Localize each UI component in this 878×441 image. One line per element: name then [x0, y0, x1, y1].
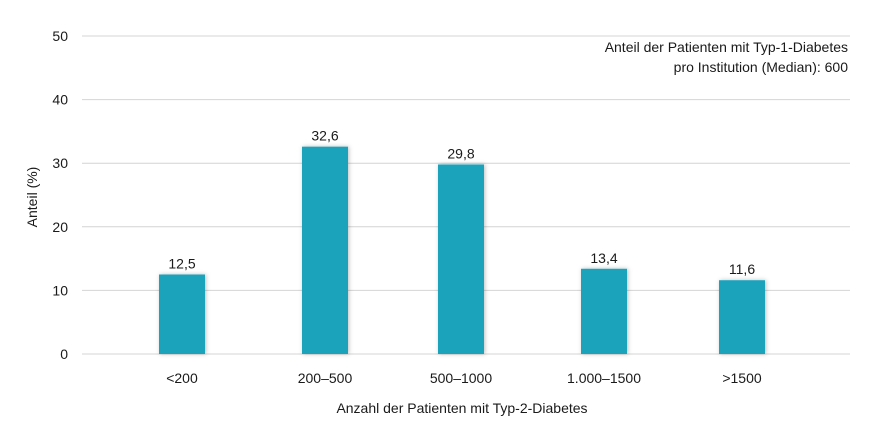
bar — [159, 274, 205, 354]
bar — [302, 146, 348, 354]
y-tick-label: 50 — [52, 28, 68, 44]
x-tick-label: >1500 — [722, 370, 762, 386]
x-tick-label: 1.000–1500 — [567, 370, 641, 386]
x-axis-ticks: <200 200–500 500–1000 1.000–1500 >1500 — [166, 370, 762, 386]
annotation-line-2: pro Institution (Median): 600 — [674, 59, 849, 75]
x-tick-label: <200 — [166, 370, 198, 386]
data-label: 11,6 — [729, 261, 755, 277]
data-label: 13,4 — [590, 250, 617, 266]
data-label: 32,6 — [311, 128, 338, 144]
bars — [159, 146, 765, 354]
bar — [581, 268, 627, 354]
x-tick-label: 500–1000 — [430, 370, 493, 386]
value-labels: 12,5 32,6 29,8 13,4 11,6 — [168, 128, 755, 278]
x-tick-label: 200–500 — [298, 370, 353, 386]
data-label: 12,5 — [168, 256, 195, 272]
bar — [438, 164, 484, 354]
y-tick-label: 20 — [52, 219, 68, 235]
y-tick-label: 30 — [52, 155, 68, 171]
y-tick-label: 40 — [52, 92, 68, 108]
data-label: 29,8 — [447, 145, 474, 161]
y-tick-label: 10 — [52, 282, 68, 298]
y-tick-label: 0 — [60, 346, 68, 362]
annotation-line-1: Anteil der Patienten mit Typ-1-Diabetes — [605, 39, 848, 55]
x-axis-label: Anzahl der Patienten mit Typ-2-Diabetes — [336, 400, 587, 416]
bar — [719, 280, 765, 354]
y-axis-ticks: 0 10 20 30 40 50 — [52, 28, 68, 362]
y-axis-label: Anteil (%) — [24, 167, 40, 228]
